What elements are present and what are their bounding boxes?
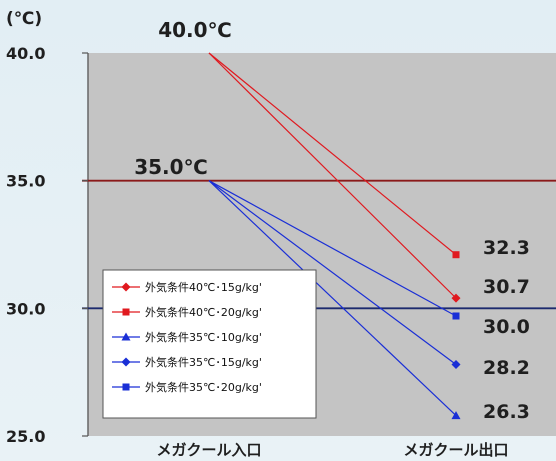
legend: 外気条件40℃･15g/kg' 外気条件40℃･20g/kg' 外気条件35℃･10… xyxy=(102,269,317,419)
series-line-5 xyxy=(208,180,457,317)
outlet-temp-label: 28.2 xyxy=(483,357,530,379)
x-category-label: メガクール入口 xyxy=(156,441,261,459)
outlet-temp-label: 30.0 xyxy=(483,316,530,338)
legend-entry-label: 外気条件35℃･20g/kg' xyxy=(145,380,262,394)
series-line-1 xyxy=(208,52,457,299)
y-tick-label: 35.0 xyxy=(6,172,45,191)
y-tick-label: 30.0 xyxy=(6,299,45,318)
inlet-temp-label: 40.0℃ xyxy=(158,18,232,42)
legend-marker xyxy=(122,383,130,391)
series-point-5 xyxy=(452,312,460,320)
series-point-3 xyxy=(451,411,461,420)
y-unit-label: (℃) xyxy=(6,9,42,29)
series-point-2 xyxy=(452,251,460,259)
outlet-temp-label: 32.3 xyxy=(483,237,530,259)
legend-marker xyxy=(121,282,131,292)
series-line-3 xyxy=(208,180,457,417)
x-category-label: メガクール出口 xyxy=(403,441,508,459)
legend-marker xyxy=(121,357,131,367)
legend-entry-label: 外気条件40℃･15g/kg' xyxy=(145,280,262,294)
outlet-temp-label: 30.7 xyxy=(483,276,530,298)
legend-marker xyxy=(122,308,130,316)
legend-marker xyxy=(121,332,131,341)
y-tick-label: 40.0 xyxy=(6,44,45,63)
series-point-1 xyxy=(451,293,461,303)
legend-entry-label: 外気条件35℃･10g/kg' xyxy=(145,330,262,344)
legend-entry-label: 外気条件35℃･15g/kg' xyxy=(145,355,262,369)
series-point-4 xyxy=(451,360,461,370)
series-line-2 xyxy=(208,52,457,256)
inlet-temp-label: 35.0℃ xyxy=(134,155,208,179)
legend-box xyxy=(102,269,317,419)
legend-entry-label: 外気条件40℃･20g/kg' xyxy=(145,305,262,319)
outlet-temp-label: 26.3 xyxy=(483,401,530,423)
series-line-4 xyxy=(208,180,457,365)
y-tick-label: 25.0 xyxy=(6,427,45,446)
